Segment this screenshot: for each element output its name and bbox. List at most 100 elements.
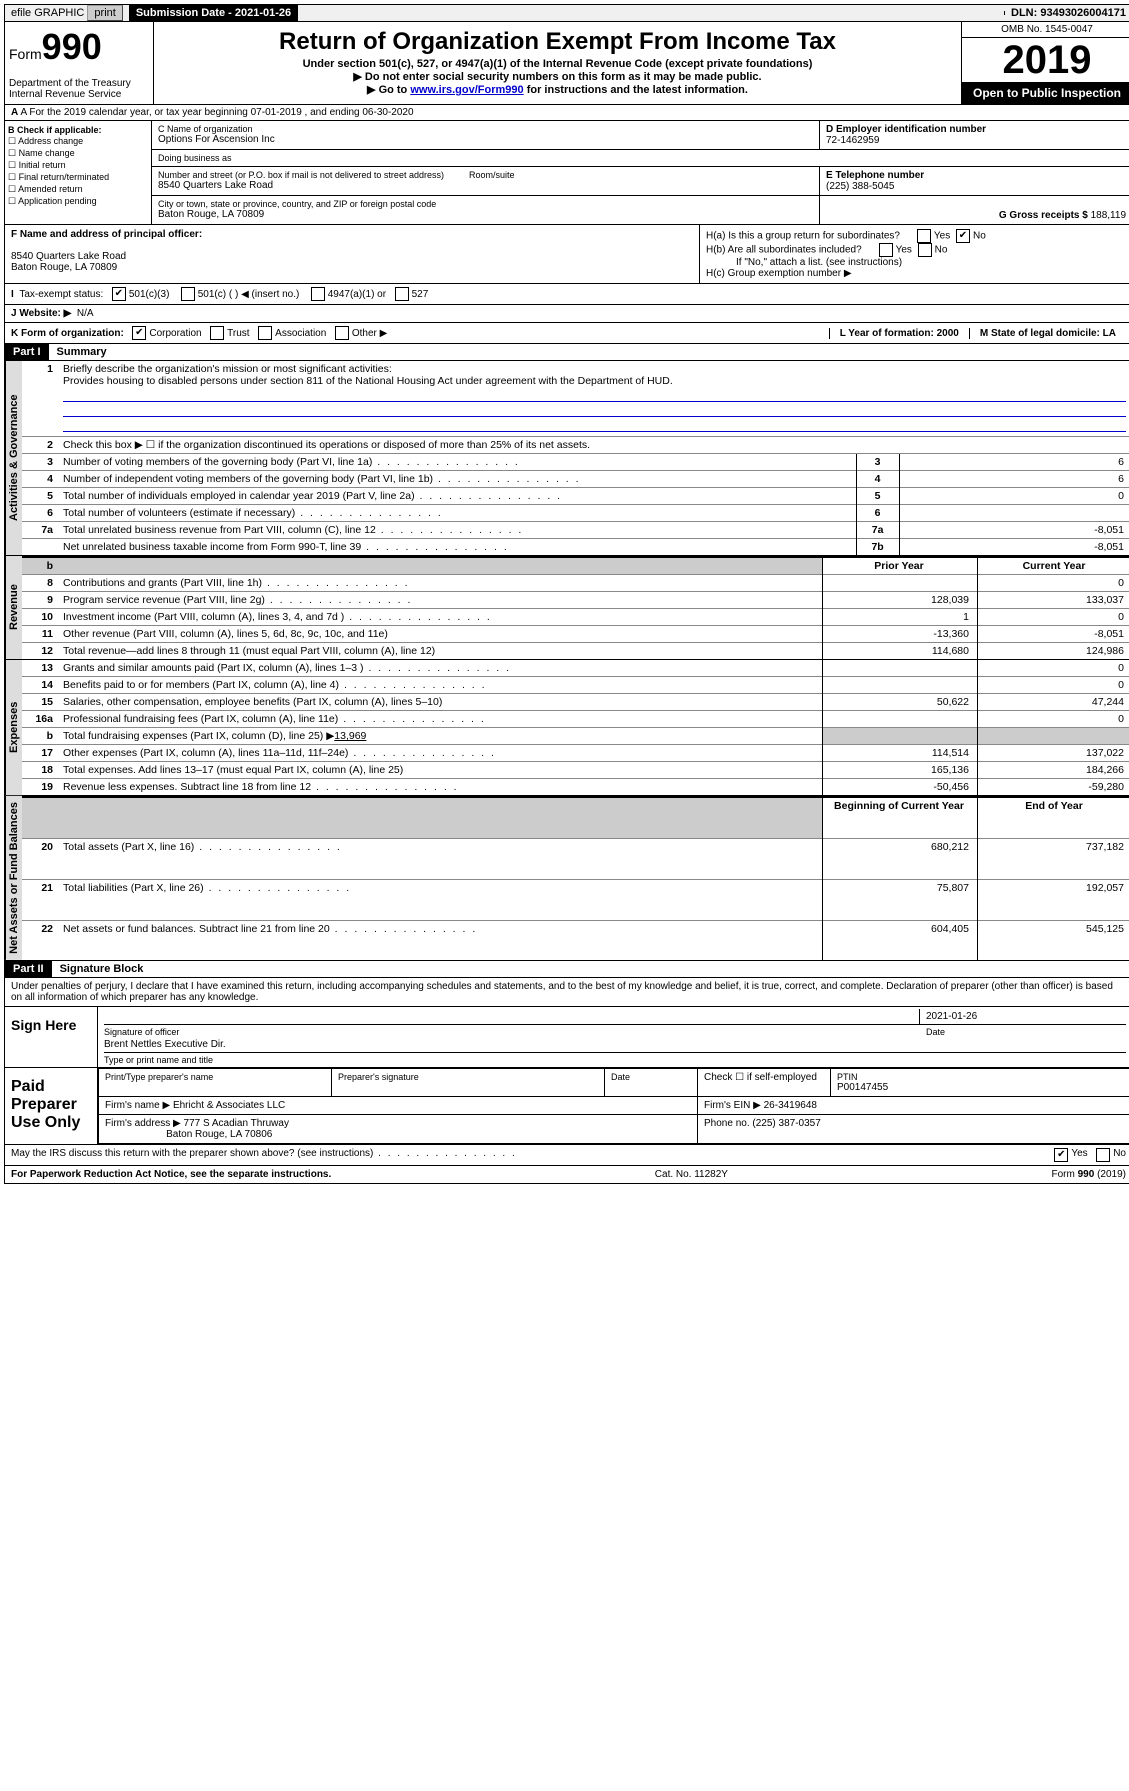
footer-left: For Paperwork Reduction Act Notice, see …: [11, 1169, 331, 1180]
l3: Number of voting members of the governin…: [57, 454, 856, 471]
chk-initial-return[interactable]: Initial return: [8, 160, 148, 171]
chk-527[interactable]: [395, 287, 409, 301]
sig-date: 2021-01-26: [919, 1009, 1126, 1025]
firm-name: Ehricht & Associates LLC: [173, 1100, 285, 1111]
chk-app-pending[interactable]: Application pending: [8, 196, 148, 207]
discuss-yes[interactable]: [1054, 1148, 1068, 1162]
l12: Total revenue—add lines 8 through 11 (mu…: [57, 643, 823, 660]
p8: [823, 575, 978, 592]
box-b: B Check if applicable: Address change Na…: [5, 121, 152, 224]
gross-receipts-label: G Gross receipts $: [999, 210, 1088, 221]
gross-receipts: 188,119: [1091, 210, 1126, 221]
l1-mission: Provides housing to disabled persons und…: [63, 375, 673, 387]
c18: 184,266: [978, 762, 1129, 779]
org-name-label: C Name of organization: [158, 124, 813, 134]
firm-ein-label: Firm's EIN ▶: [704, 1100, 761, 1111]
firm-phone-label: Phone no.: [704, 1118, 750, 1129]
l22: Net assets or fund balances. Subtract li…: [57, 920, 823, 960]
officer-addr1: 8540 Quarters Lake Road: [11, 251, 693, 262]
l18: Total expenses. Add lines 13–17 (must eq…: [57, 762, 823, 779]
officer-addr2: Baton Rouge, LA 70809: [11, 262, 693, 273]
l2: Check this box ▶ ☐ if the organization d…: [57, 437, 1129, 454]
v5: 0: [899, 488, 1129, 505]
v6: [899, 505, 1129, 522]
section-fh: F Name and address of principal officer:…: [4, 225, 1129, 284]
l21: Total liabilities (Part X, line 26): [57, 880, 823, 921]
netassets-section: Net Assets or Fund Balances Beginning of…: [4, 796, 1129, 961]
l7a: Total unrelated business revenue from Pa…: [57, 522, 856, 539]
c14: 0: [978, 677, 1129, 694]
hc-exemption: H(c) Group exemption number ▶: [706, 268, 1126, 279]
ein-value: 72-1462959: [826, 135, 1126, 146]
hdr-current: Current Year: [978, 557, 1129, 575]
dept-treasury: Department of the TreasuryInternal Reven…: [9, 78, 131, 100]
city-label: City or town, state or province, country…: [158, 199, 813, 209]
addr-label: Number and street (or P.O. box if mail i…: [158, 170, 813, 180]
p11: -13,360: [823, 626, 978, 643]
firm-ein: 26-3419648: [764, 1100, 817, 1111]
open-to-public: Open to Public Inspection: [962, 82, 1129, 104]
c10: 0: [978, 609, 1129, 626]
c15: 47,244: [978, 694, 1129, 711]
l11: Other revenue (Part VIII, column (A), li…: [57, 626, 823, 643]
form990-link[interactable]: www.irs.gov/Form990: [410, 84, 523, 96]
l4: Number of independent voting members of …: [57, 471, 856, 488]
p12: 114,680: [823, 643, 978, 660]
signature-section: Under penalties of perjury, I declare th…: [4, 978, 1129, 1166]
discuss-no[interactable]: [1096, 1148, 1110, 1162]
l15: Salaries, other compensation, employee b…: [57, 694, 823, 711]
c8: 0: [978, 575, 1129, 592]
chk-501c[interactable]: [181, 287, 195, 301]
hdr-prior: Prior Year: [823, 557, 978, 575]
c12: 124,986: [978, 643, 1129, 660]
row-j: J Website: ▶ N/A: [4, 305, 1129, 323]
chk-corp[interactable]: [132, 326, 146, 340]
firm-addr-label: Firm's address ▶: [105, 1118, 181, 1129]
chk-501c3[interactable]: [112, 287, 126, 301]
l6: Total number of volunteers (estimate if …: [57, 505, 856, 522]
row-i: I Tax-exempt status: 501(c)(3) 501(c) ( …: [4, 284, 1129, 305]
p14: [823, 677, 978, 694]
phone-label: E Telephone number: [826, 170, 1126, 181]
c22: 545,125: [978, 920, 1129, 960]
top-bar: efile GRAPHIC print Submission Date - 20…: [4, 4, 1129, 22]
chk-final-return[interactable]: Final return/terminated: [8, 172, 148, 183]
state-domicile: M State of legal domicile: LA: [969, 328, 1126, 339]
chk-name-change[interactable]: Name change: [8, 148, 148, 159]
l16b: Total fundraising expenses (Part IX, col…: [57, 728, 823, 745]
hdr-end: End of Year: [978, 797, 1129, 839]
tax-year: 2019: [962, 38, 1129, 82]
l16a: Professional fundraising fees (Part IX, …: [57, 711, 823, 728]
subtitle-3: ▶ Go to www.irs.gov/Form990 for instruct…: [158, 83, 957, 96]
footer: For Paperwork Reduction Act Notice, see …: [4, 1166, 1129, 1184]
ein-label: D Employer identification number: [826, 124, 1126, 135]
l7b: Net unrelated business taxable income fr…: [57, 539, 856, 556]
ha-no[interactable]: [956, 229, 970, 243]
chk-assoc[interactable]: [258, 326, 272, 340]
form-title: Return of Organization Exempt From Incom…: [158, 28, 957, 56]
section-bc: B Check if applicable: Address change Na…: [4, 121, 1129, 225]
l13: Grants and similar amounts paid (Part IX…: [57, 660, 823, 677]
subtitle-1: Under section 501(c), 527, or 4947(a)(1)…: [158, 58, 957, 70]
l8: Contributions and grants (Part VIII, lin…: [57, 575, 823, 592]
year-formation: L Year of formation: 2000: [829, 328, 969, 339]
print-button[interactable]: print: [87, 5, 122, 21]
sig-officer-label: Signature of officer: [104, 1027, 920, 1037]
v7a: -8,051: [899, 522, 1129, 539]
vtab-revenue: Revenue: [5, 556, 22, 659]
chk-4947[interactable]: [311, 287, 325, 301]
firm-name-label: Firm's name ▶: [105, 1100, 170, 1111]
footer-mid: Cat. No. 11282Y: [655, 1169, 728, 1180]
p19: -50,456: [823, 779, 978, 796]
l1-label: Briefly describe the organization's miss…: [63, 363, 392, 375]
p13: [823, 660, 978, 677]
chk-address-change[interactable]: Address change: [8, 136, 148, 147]
firm-phone: (225) 387-0357: [752, 1118, 820, 1129]
discuss-row: May the IRS discuss this return with the…: [5, 1144, 1129, 1165]
part1-header: Part I Summary: [4, 344, 1129, 361]
p18: 165,136: [823, 762, 978, 779]
chk-trust[interactable]: [210, 326, 224, 340]
chk-amended[interactable]: Amended return: [8, 184, 148, 195]
penalty-statement: Under penalties of perjury, I declare th…: [5, 978, 1129, 1006]
chk-other[interactable]: [335, 326, 349, 340]
